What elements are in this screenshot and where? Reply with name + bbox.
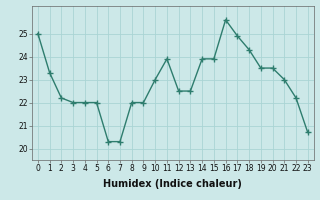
X-axis label: Humidex (Indice chaleur): Humidex (Indice chaleur) [103,179,242,189]
